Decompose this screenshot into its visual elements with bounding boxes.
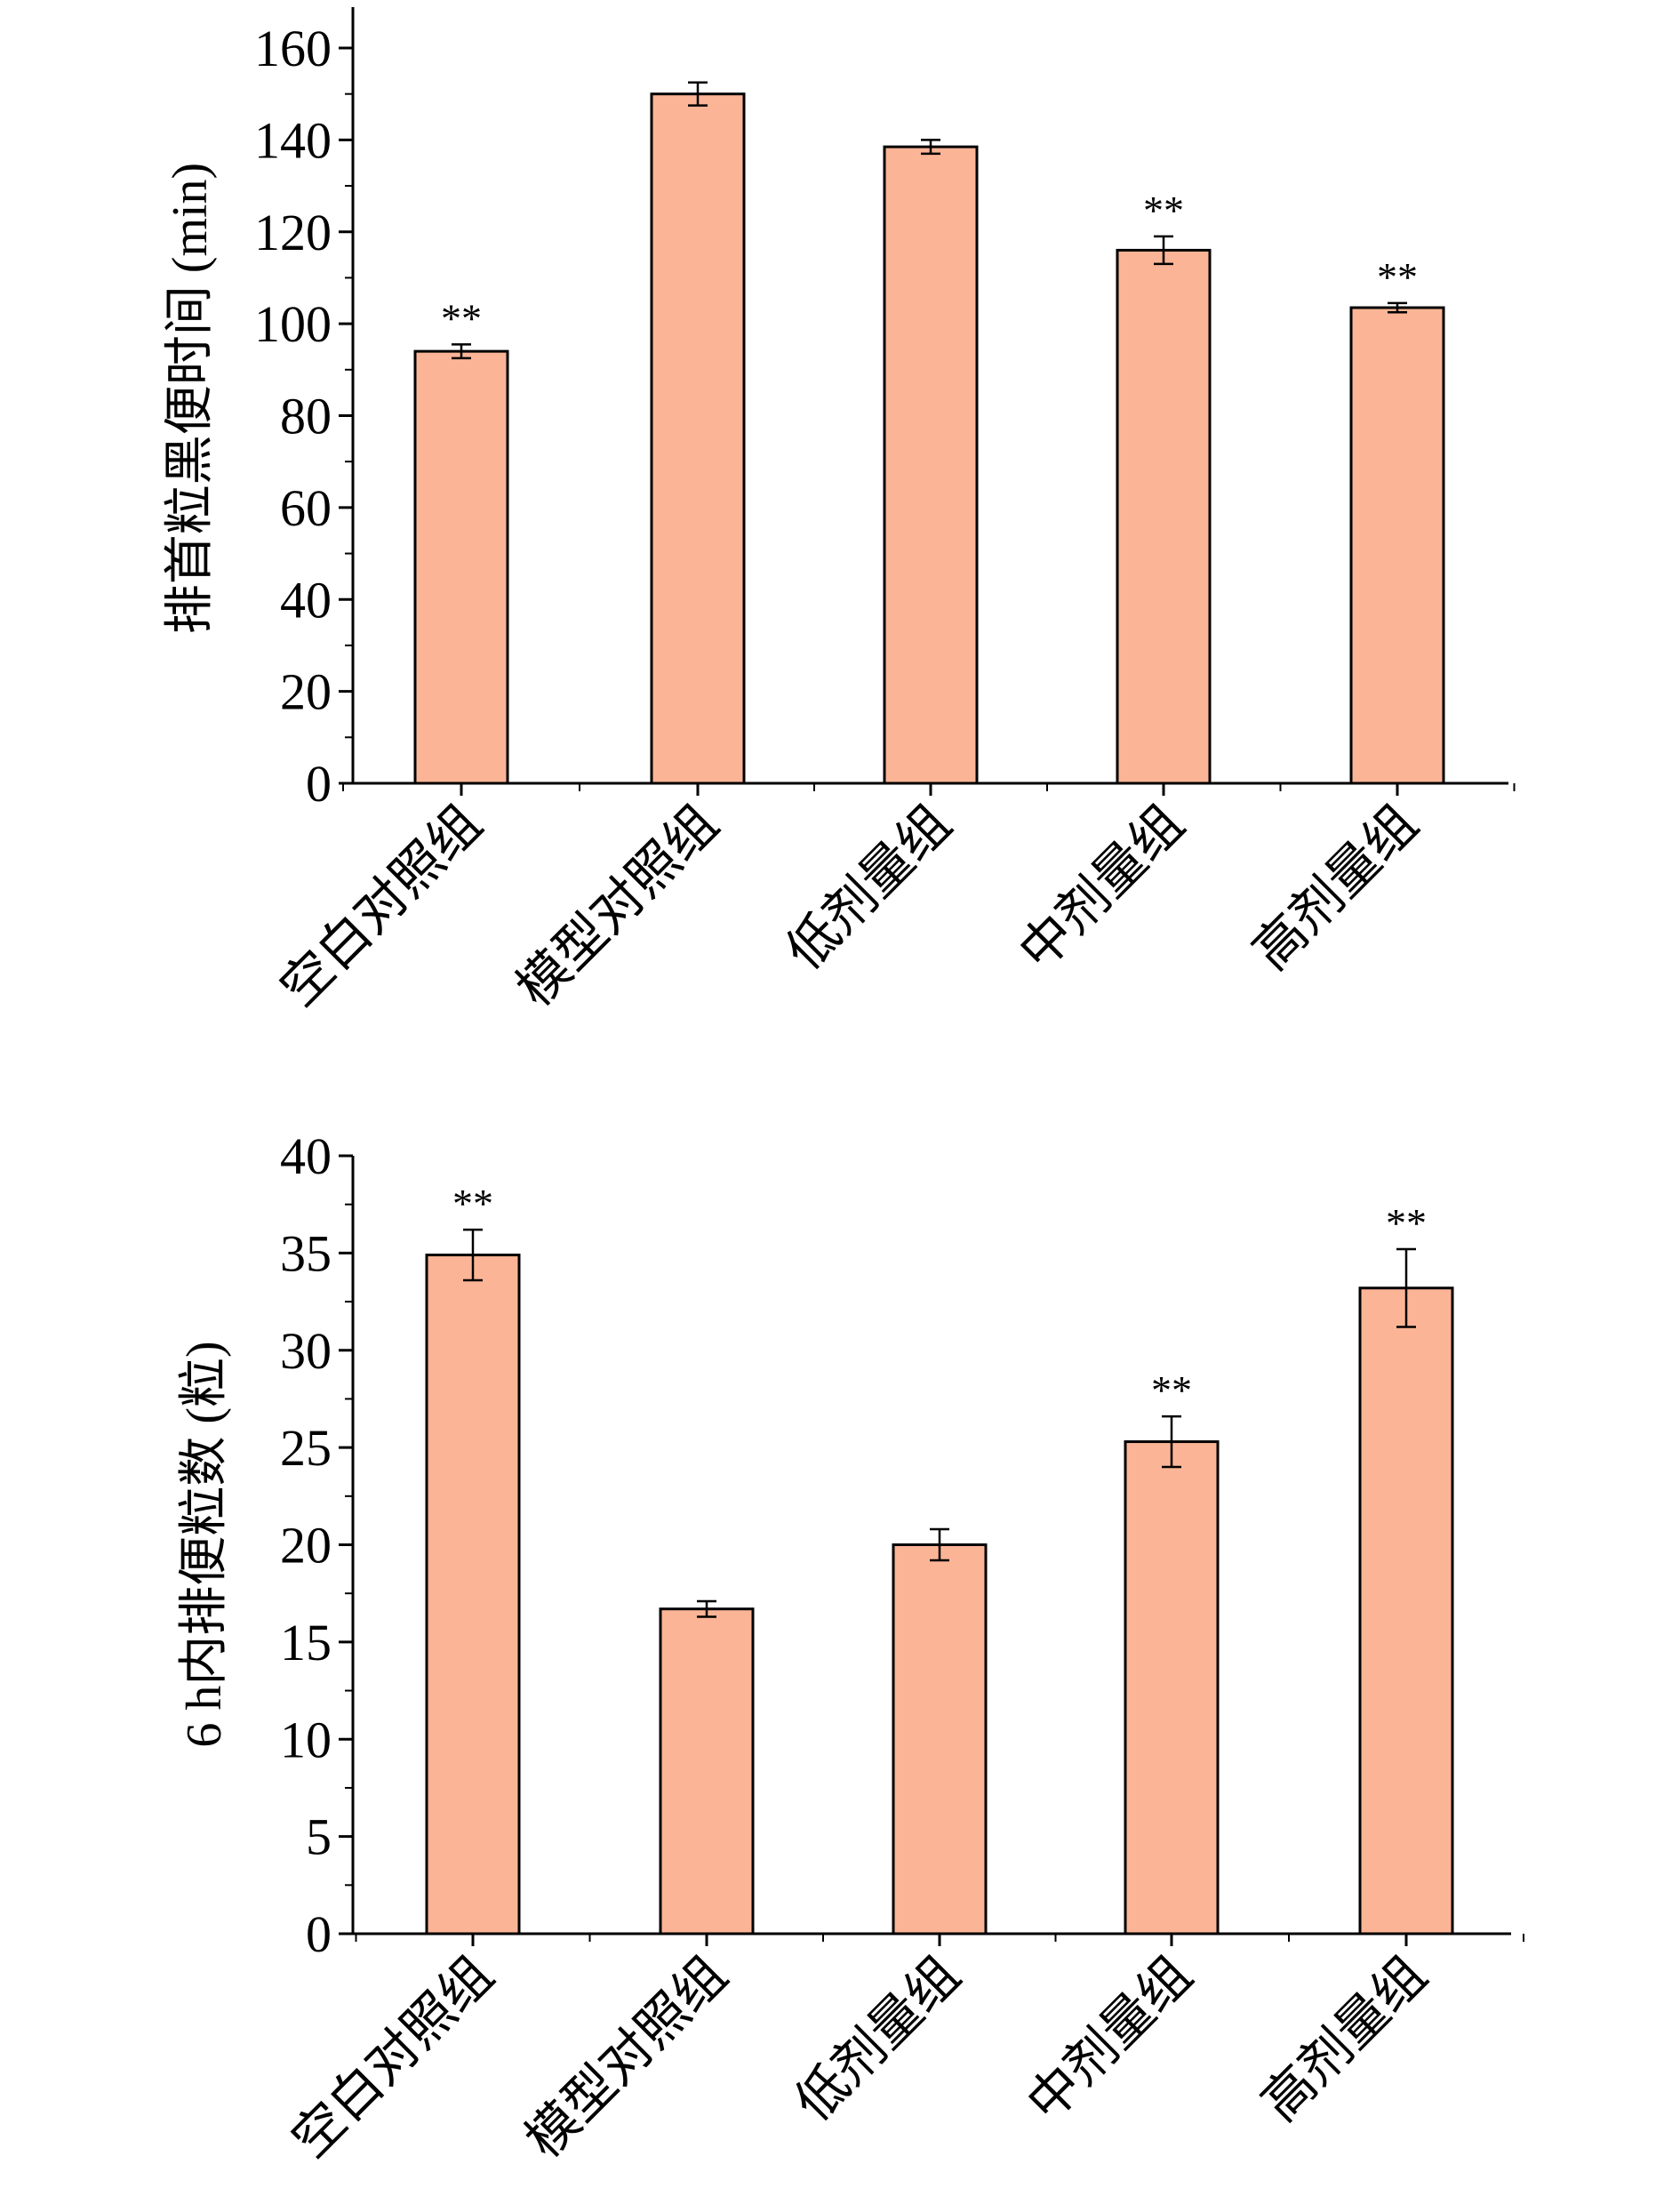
bar <box>883 145 979 785</box>
y-tick-label: 10 <box>280 1711 332 1768</box>
bar <box>1124 1440 1220 1936</box>
significance-label: ** <box>1143 188 1184 233</box>
y-axis-title: 6 h内排便粒数 (粒) <box>177 1341 232 1747</box>
category-label: 低剂量组 <box>784 1945 971 2132</box>
y-tick-label: 20 <box>280 663 332 721</box>
category-label: 高剂量组 <box>1251 1945 1437 2132</box>
y-tick-label: 30 <box>280 1322 332 1380</box>
y-tick-label: 0 <box>306 1905 332 1963</box>
bars: ** ** ** <box>425 1181 1454 1936</box>
y-tick-label: 5 <box>306 1808 332 1866</box>
category-label: 中剂量组 <box>1016 1945 1203 2132</box>
chart-stool-count: 6 h内排便粒数 (粒) 0 5 10 15 20 25 30 35 40 ** ** ** 空白对… <box>177 1127 1524 2168</box>
y-tick-label: 80 <box>280 388 332 445</box>
y-tick-label: 40 <box>280 1127 332 1185</box>
significance-label: ** <box>441 295 482 341</box>
y-tick-label: 15 <box>280 1614 332 1671</box>
y-tick-label: 40 <box>280 571 332 629</box>
bar <box>1116 248 1212 785</box>
significance-label: ** <box>452 1181 493 1226</box>
y-tick-label: 120 <box>254 204 332 261</box>
category-label: 高剂量组 <box>1242 794 1428 981</box>
y-tick-label: 60 <box>280 479 332 537</box>
y-tick-label: 20 <box>280 1517 332 1575</box>
bar <box>1358 1286 1454 1936</box>
y-tick-label: 0 <box>306 755 332 813</box>
y-ticks: 0 5 10 15 20 25 30 35 40 <box>280 1127 1524 1963</box>
y-ticks: 0 20 40 60 80 100 120 140 160 <box>254 20 1516 813</box>
bar <box>425 1254 521 1936</box>
bar <box>650 92 746 785</box>
y-axis-title: 排首粒黑便时间 (min) <box>163 163 218 634</box>
bar <box>413 349 509 785</box>
significance-label: ** <box>1151 1367 1192 1413</box>
category-label: 中剂量组 <box>1008 794 1195 981</box>
y-tick-label: 25 <box>280 1419 332 1477</box>
bar <box>892 1543 988 1936</box>
y-tick-label: 100 <box>254 295 332 353</box>
category-label: 低剂量组 <box>775 794 962 981</box>
y-tick-label: 160 <box>254 20 332 77</box>
category-label: 模型对照组 <box>515 1945 738 2168</box>
bar <box>1349 306 1445 785</box>
y-tick-label: 35 <box>280 1224 332 1282</box>
category-label: 空白对照组 <box>269 794 492 1017</box>
significance-label: ** <box>1386 1200 1427 1246</box>
category-labels: 空白对照组 模型对照组 低剂量组 中剂量组 高剂量组 <box>281 1945 1437 2168</box>
category-labels: 空白对照组 模型对照组 低剂量组 中剂量组 高剂量组 <box>269 794 1428 1017</box>
category-label: 空白对照组 <box>281 1945 504 2168</box>
y-tick-label: 140 <box>254 111 332 169</box>
bar <box>659 1607 755 1936</box>
bars: ** ** ** <box>413 81 1445 785</box>
significance-label: ** <box>1377 254 1418 300</box>
category-label: 模型对照组 <box>506 794 729 1017</box>
